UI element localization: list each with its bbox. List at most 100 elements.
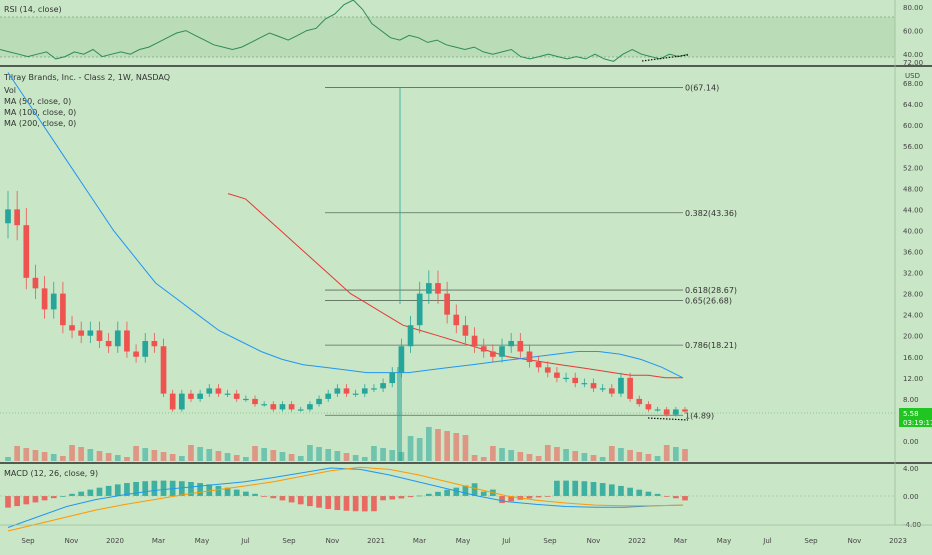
volume-bar	[188, 445, 194, 461]
time-tick-label: Jul	[762, 537, 772, 545]
macd-hist-bar	[526, 496, 533, 499]
rsi-series-line	[0, 0, 689, 62]
candle-body	[206, 388, 213, 394]
candle-body	[490, 351, 496, 357]
last-price-badge	[899, 408, 932, 427]
macd-hist-bar	[252, 493, 258, 496]
candle-body	[416, 293, 423, 326]
time-tick-label: Sep	[21, 537, 35, 545]
candle-body	[105, 340, 112, 347]
fib-level-label: 0.382(43.36)	[685, 209, 737, 218]
macd-hist-bar	[142, 481, 149, 496]
volume-bars	[5, 367, 688, 461]
macd-hist-bar	[224, 487, 231, 496]
time-tick-label: May	[195, 537, 209, 545]
volume-bar	[371, 446, 377, 461]
volume-bar	[490, 446, 496, 461]
macd-hist-bar	[645, 491, 652, 496]
candle-body	[554, 372, 560, 378]
candle-body	[508, 340, 515, 347]
candle-body	[398, 346, 405, 373]
candle-body	[581, 383, 588, 385]
volume-bar	[169, 454, 176, 461]
candle-body	[316, 398, 322, 405]
volume-bar	[23, 448, 30, 461]
candle-body	[133, 351, 139, 357]
ma50-line	[227, 193, 683, 379]
time-tick-label: 2021	[367, 537, 385, 545]
volume-bar	[96, 451, 103, 461]
macd-hist-bar	[444, 489, 450, 496]
legend-vol: Vol	[4, 86, 16, 95]
price-axis[interactable]: 72.00 68.00 64.00 60.00 56.00 52.00 48.00 44.00…	[903, 59, 923, 446]
macd-hist-bar	[435, 491, 441, 496]
macd-hist-bar	[563, 480, 569, 496]
volume-bar	[105, 453, 112, 461]
macd-lines	[7, 466, 684, 532]
macd-hist-bar	[206, 484, 213, 496]
volume-bar	[535, 456, 542, 461]
volume-bar	[224, 453, 231, 461]
candle-body	[41, 288, 48, 310]
time-tick-label: May	[717, 537, 731, 545]
macd-tick-label: 4.00	[903, 465, 919, 473]
volume-bar	[142, 448, 149, 461]
macd-hist-bar	[215, 485, 222, 496]
candle-body	[78, 330, 85, 336]
volume-bar	[270, 450, 277, 461]
price-tick-label: 16.00	[903, 354, 923, 362]
macd-hist-bar	[627, 487, 633, 496]
macd-hist-bar	[416, 495, 423, 497]
candle-body	[197, 393, 203, 399]
volume-bar	[124, 457, 130, 461]
volume-bar	[480, 457, 487, 461]
volume-bar	[471, 455, 478, 461]
volume-bar	[252, 446, 258, 461]
candle-body	[343, 388, 350, 394]
macd-hist-bar	[23, 496, 30, 505]
candle-body	[636, 398, 643, 405]
candle-body	[389, 372, 396, 384]
volume-bar	[297, 456, 304, 461]
macd-hist-bar	[114, 484, 121, 496]
volume-bar	[316, 447, 322, 461]
macd-hist-bar	[343, 496, 350, 511]
candle-body	[471, 335, 478, 347]
volume-bar	[325, 449, 332, 461]
volume-bar	[361, 457, 368, 461]
macd-title: MACD (12, 26, close, 9)	[4, 469, 98, 478]
macd-hist-bar	[682, 496, 688, 501]
price-tick-label: 12.00	[903, 375, 923, 383]
volume-bar	[426, 427, 432, 461]
volume-bar	[673, 447, 679, 461]
time-tick-label: Sep	[543, 537, 557, 545]
time-tick-label: Mar	[152, 537, 165, 545]
macd-axis: 4.000.00-4.00	[903, 465, 921, 529]
candle-body	[627, 377, 633, 399]
macd-hist-bar	[572, 480, 579, 496]
macd-hist-bar	[636, 489, 643, 496]
moving-averages	[7, 72, 684, 379]
macd-hist-bar	[608, 484, 615, 496]
macd-hist-bar	[279, 496, 286, 501]
volume-bar	[343, 453, 350, 461]
macd-hist-bar	[243, 491, 249, 496]
macd-hist-bar	[270, 496, 277, 499]
volume-bar	[581, 453, 588, 461]
macd-hist-bar	[371, 496, 377, 512]
volume-bar	[32, 450, 39, 461]
volume-bar	[5, 457, 11, 461]
time-axis[interactable]: Sep Nov 2020 Mar May Jul Sep Nov 2021 Mar May Jul Se…	[21, 537, 907, 545]
volume-bar	[407, 436, 414, 461]
candle-body	[673, 409, 679, 415]
volume-bar	[243, 457, 249, 461]
candle-body	[325, 393, 332, 399]
fib-retracement[interactable]: 0(67.14) 0.382(43.36) 0.618(28.67) 0.65(26.…	[325, 84, 737, 421]
candle-body	[32, 277, 39, 289]
macd-hist-bar	[508, 496, 515, 502]
candle-body	[14, 209, 20, 226]
candle-body	[444, 293, 450, 315]
time-tick-label: 2020	[106, 537, 124, 545]
